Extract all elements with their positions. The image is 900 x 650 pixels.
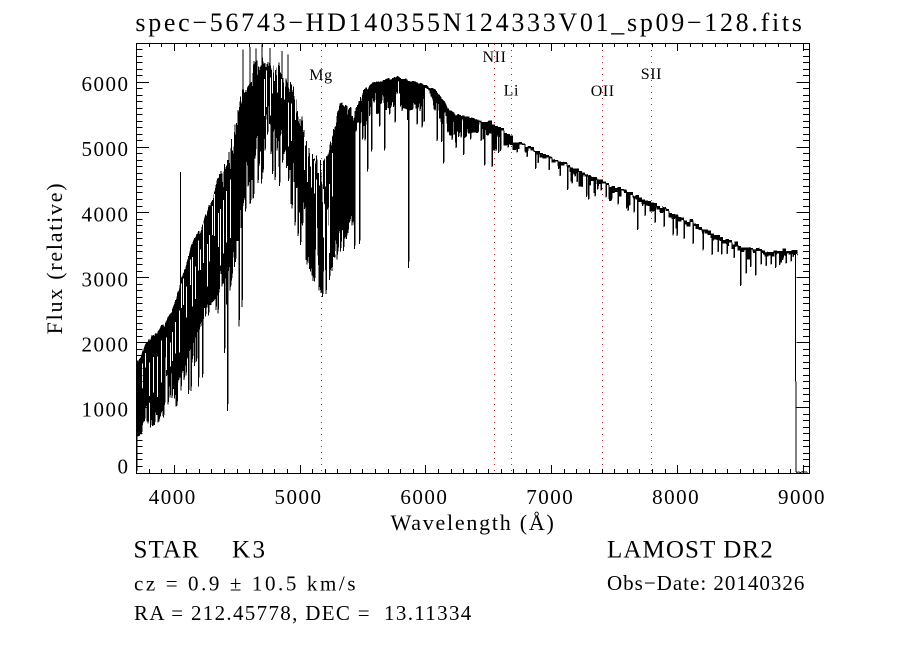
svg-text:4000: 4000 [82,202,130,226]
svg-text:Wavelength (Å): Wavelength (Å) [390,510,555,535]
svg-text:2000: 2000 [82,333,130,357]
svg-text:Flux (relative): Flux (relative) [42,182,67,335]
svg-text:SII: SII [641,66,662,83]
svg-text:5000: 5000 [275,485,323,509]
svg-text:spec−56743−HD140355N124333V01_: spec−56743−HD140355N124333V01_sp09−128.f… [135,8,804,37]
svg-text:6000: 6000 [400,485,448,509]
svg-text:STAR: STAR [134,537,200,564]
svg-text:0: 0 [118,455,130,479]
svg-text:4000: 4000 [149,485,197,509]
svg-text:9000: 9000 [778,485,826,509]
svg-text:3000: 3000 [82,267,130,291]
svg-text:cz = 0.9 ± 10.5 km/s: cz = 0.9 ± 10.5 km/s [134,572,358,596]
svg-text:8000: 8000 [652,485,700,509]
svg-text:Li: Li [504,83,519,100]
svg-text:Obs−Date: 20140326: Obs−Date: 20140326 [607,571,805,595]
svg-text:LAMOST DR2: LAMOST DR2 [607,537,774,564]
svg-text:K3: K3 [232,537,268,564]
svg-text:OII: OII [591,83,615,100]
svg-text:1000: 1000 [82,398,130,422]
svg-text:RA = 212.45778, DEC = 13.1133: RA = 212.45778, DEC = 13.11334 [134,601,473,625]
svg-text:5000: 5000 [82,137,130,161]
svg-text:Mg: Mg [309,67,332,84]
svg-text:NII: NII [482,49,506,66]
svg-text:7000: 7000 [526,485,574,509]
svg-text:6000: 6000 [82,72,130,96]
